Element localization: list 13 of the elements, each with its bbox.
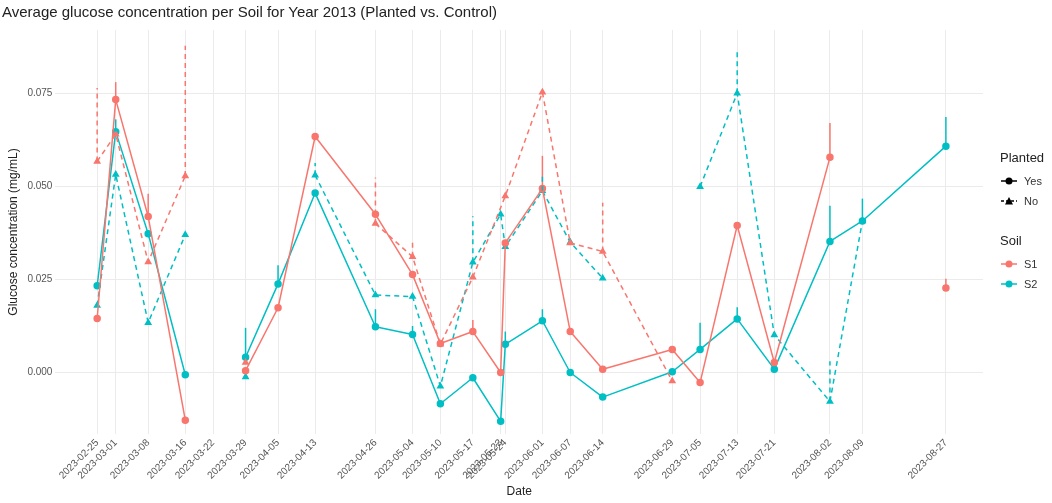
- text: No: [1024, 195, 1039, 207]
- legend-label: S2: [1024, 278, 1038, 290]
- y-tick-label: 0.025: [27, 273, 53, 285]
- y-tick-label: 0.050: [27, 180, 53, 192]
- y-tick-label: 0.000: [27, 366, 53, 378]
- legend-label: S1: [1024, 258, 1038, 270]
- y-axis-title: Glucose concentration (mg/mL): [5, 148, 20, 316]
- legend-title: Soil: [1000, 233, 1023, 248]
- text: Yes: [1024, 175, 1042, 187]
- chart-title: Average glucose concentration per Soil for Year 2013 (Planted vs. Control): [2, 3, 498, 21]
- y-tick-label: 0.075: [27, 87, 53, 99]
- x-axis-title: Date: [506, 484, 533, 499]
- text: Planted: [1000, 150, 1045, 165]
